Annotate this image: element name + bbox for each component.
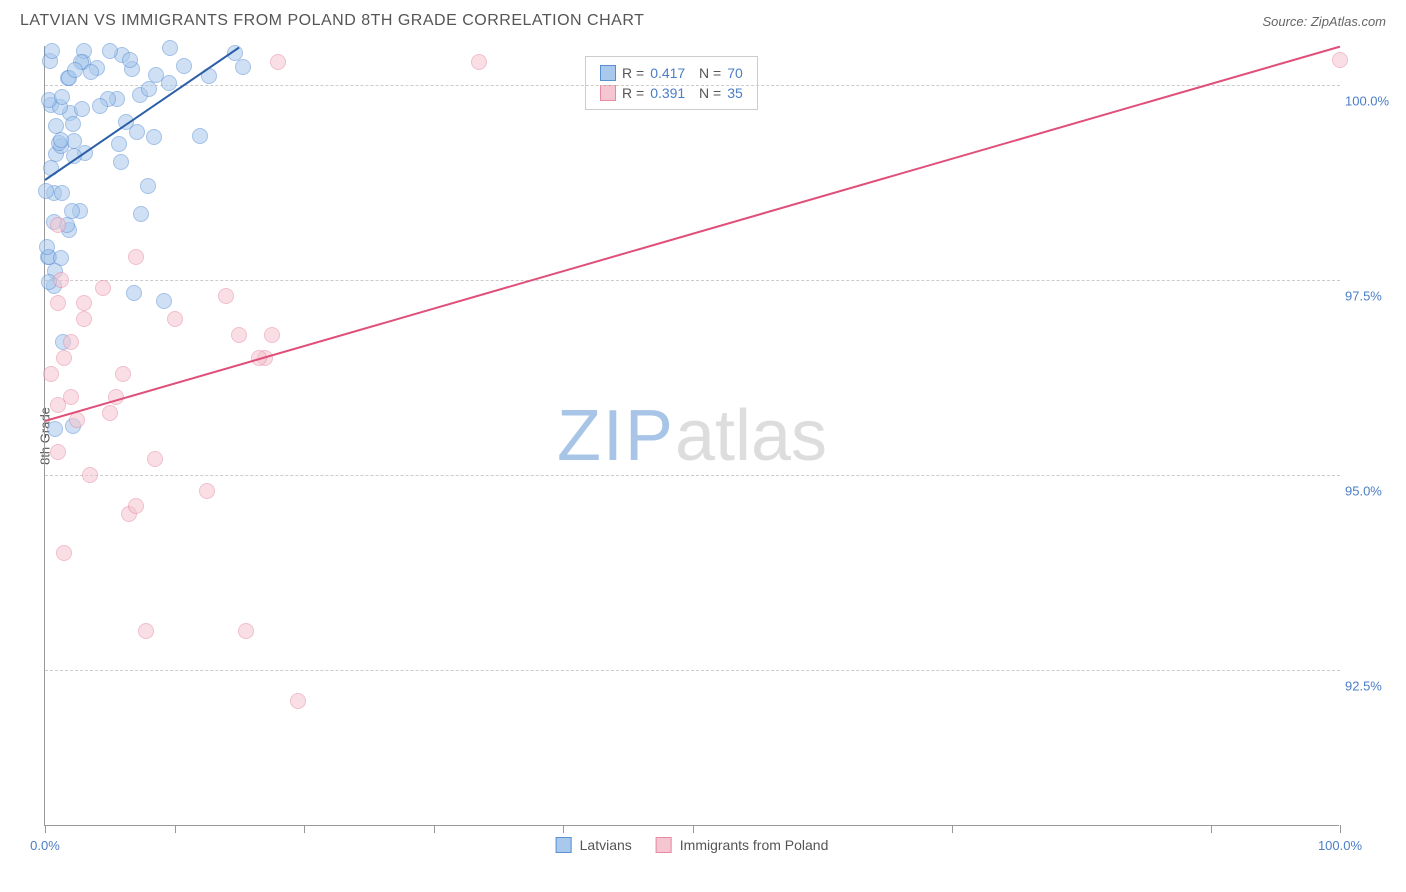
data-point xyxy=(95,280,111,296)
data-point xyxy=(53,272,69,288)
plot-area: ZIPatlas R =0.417 N =70 R =0.391 N =35 L… xyxy=(44,46,1339,826)
data-point xyxy=(50,217,66,233)
data-point xyxy=(218,288,234,304)
data-point xyxy=(156,293,172,309)
data-point xyxy=(92,98,108,114)
data-point xyxy=(147,451,163,467)
data-point xyxy=(63,334,79,350)
data-point xyxy=(56,350,72,366)
y-tick-label: 92.5% xyxy=(1345,679,1382,694)
swatch-latvians-bottom xyxy=(556,837,572,853)
chart-title: LATVIAN VS IMMIGRANTS FROM POLAND 8TH GR… xyxy=(20,12,644,30)
x-tick xyxy=(1340,825,1341,833)
data-point xyxy=(133,206,149,222)
source-attribution: Source: ZipAtlas.com xyxy=(1262,14,1386,29)
data-point xyxy=(39,239,55,255)
y-tick-label: 95.0% xyxy=(1345,484,1382,499)
data-point xyxy=(126,285,142,301)
gridline xyxy=(45,670,1340,671)
gridline xyxy=(45,280,1340,281)
watermark: ZIPatlas xyxy=(557,395,827,477)
swatch-latvians xyxy=(600,65,616,81)
x-tick-label: 100.0% xyxy=(1318,838,1362,853)
data-point xyxy=(64,203,80,219)
data-point xyxy=(38,183,54,199)
data-point xyxy=(138,623,154,639)
gridline xyxy=(45,85,1340,86)
swatch-poland-bottom xyxy=(656,837,672,853)
x-tick xyxy=(434,825,435,833)
data-point xyxy=(146,129,162,145)
x-tick xyxy=(563,825,564,833)
data-point xyxy=(115,366,131,382)
data-point xyxy=(69,412,85,428)
data-point xyxy=(128,249,144,265)
data-point xyxy=(176,58,192,74)
data-point xyxy=(44,43,60,59)
data-point xyxy=(82,467,98,483)
data-point xyxy=(235,59,251,75)
x-tick-label: 0.0% xyxy=(30,838,60,853)
y-tick-label: 97.5% xyxy=(1345,289,1382,304)
x-tick xyxy=(45,825,46,833)
data-point xyxy=(199,483,215,499)
swatch-poland xyxy=(600,85,616,101)
x-tick xyxy=(175,825,176,833)
correlation-legend: R =0.417 N =70 R =0.391 N =35 xyxy=(585,56,758,110)
data-point xyxy=(50,295,66,311)
data-point xyxy=(56,545,72,561)
data-point xyxy=(290,693,306,709)
data-point xyxy=(238,623,254,639)
data-point xyxy=(128,498,144,514)
data-point xyxy=(67,62,83,78)
x-tick xyxy=(304,825,305,833)
data-point xyxy=(83,64,99,80)
gridline xyxy=(45,475,1340,476)
data-point xyxy=(54,89,70,105)
data-point xyxy=(264,327,280,343)
data-point xyxy=(111,136,127,152)
data-point xyxy=(50,444,66,460)
y-tick-label: 100.0% xyxy=(1345,94,1389,109)
data-point xyxy=(270,54,286,70)
data-point xyxy=(47,421,63,437)
legend-item-latvians: Latvians xyxy=(556,837,632,853)
plot-container: 8th Grade ZIPatlas R =0.417 N =70 R =0.3… xyxy=(44,46,1384,826)
data-point xyxy=(43,366,59,382)
legend-row-poland: R =0.391 N =35 xyxy=(600,83,743,103)
data-point xyxy=(192,128,208,144)
data-point xyxy=(1332,52,1348,68)
data-point xyxy=(74,101,90,117)
data-point xyxy=(53,132,69,148)
data-point xyxy=(54,185,70,201)
data-point xyxy=(162,40,178,56)
x-tick xyxy=(693,825,694,833)
data-point xyxy=(76,295,92,311)
data-point xyxy=(113,154,129,170)
x-tick xyxy=(1211,825,1212,833)
data-point xyxy=(63,389,79,405)
x-tick xyxy=(952,825,953,833)
data-point xyxy=(65,116,81,132)
legend-item-poland: Immigrants from Poland xyxy=(656,837,829,853)
data-point xyxy=(76,311,92,327)
data-point xyxy=(140,178,156,194)
data-point xyxy=(471,54,487,70)
legend-row-latvians: R =0.417 N =70 xyxy=(600,63,743,83)
data-point xyxy=(102,43,118,59)
data-point xyxy=(102,405,118,421)
data-point xyxy=(122,52,138,68)
data-point xyxy=(141,81,157,97)
data-point xyxy=(231,327,247,343)
data-point xyxy=(167,311,183,327)
series-legend: Latvians Immigrants from Poland xyxy=(556,837,829,853)
